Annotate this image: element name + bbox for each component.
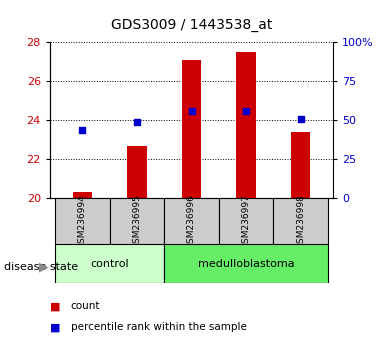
Bar [164,244,328,283]
Text: ■: ■ [50,322,60,332]
Bar [55,244,164,283]
Text: percentile rank within the sample: percentile rank within the sample [71,322,247,332]
Point [79,127,85,133]
Text: disease state: disease state [4,262,78,272]
Point [298,116,304,122]
Text: medulloblastoma: medulloblastoma [198,259,294,269]
Text: GDS3009 / 1443538_at: GDS3009 / 1443538_at [111,18,272,32]
Text: ▶: ▶ [39,261,49,274]
Text: GSM236997: GSM236997 [242,194,250,249]
Bar [273,198,328,244]
Text: ■: ■ [50,301,60,311]
Text: GSM236996: GSM236996 [187,194,196,249]
Bar [128,146,147,198]
Text: GSM236998: GSM236998 [296,194,305,249]
Bar [291,132,310,198]
Text: GSM236994: GSM236994 [78,194,87,249]
Bar [219,198,273,244]
Point [243,108,249,113]
Bar [73,193,92,198]
Text: count: count [71,301,100,311]
Point [188,108,195,113]
Bar [236,52,255,198]
Bar [110,198,164,244]
Bar [164,198,219,244]
Bar [55,198,110,244]
Text: control: control [90,259,129,269]
Text: GSM236995: GSM236995 [133,194,141,249]
Bar [182,60,201,198]
Point [134,120,140,125]
